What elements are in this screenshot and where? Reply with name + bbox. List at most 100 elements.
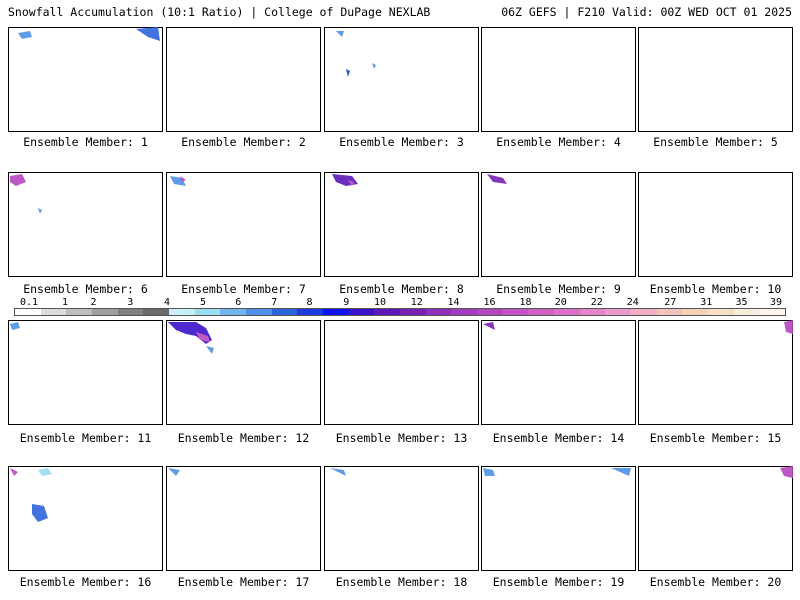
map-title: Snowfall Accumulation (10:1 Ratio) | Col… bbox=[8, 5, 431, 19]
us-basemap bbox=[481, 466, 636, 571]
legend-labels: 0.1 1 2 3 4 5 6 7 8 9 10 12 14 16 18 20 22 24 27 31 35 39 bbox=[14, 297, 786, 308]
legend-swatch bbox=[733, 309, 760, 315]
legend-tick-label: 22 bbox=[590, 297, 603, 308]
us-basemap bbox=[481, 172, 636, 277]
us-basemap bbox=[638, 320, 793, 425]
legend-swatch bbox=[579, 309, 606, 315]
legend-swatch bbox=[759, 309, 786, 315]
legend-swatch bbox=[656, 309, 683, 315]
legend-swatch bbox=[143, 309, 170, 315]
ensemble-member-map bbox=[8, 466, 163, 571]
legend-swatch bbox=[169, 309, 195, 315]
ensemble-member-map bbox=[481, 320, 636, 425]
legend-tick-label: 12 bbox=[410, 297, 423, 308]
legend-swatch bbox=[425, 309, 452, 315]
legend-swatch bbox=[117, 309, 144, 315]
legend-swatch bbox=[631, 309, 657, 315]
legend-tick-label: 3 bbox=[127, 297, 134, 308]
legend-tick-label: 4 bbox=[163, 297, 171, 308]
legend-swatch bbox=[477, 309, 503, 315]
us-basemap bbox=[8, 172, 163, 277]
ensemble-member-map bbox=[8, 320, 163, 425]
legend-swatch bbox=[348, 309, 375, 315]
ensemble-member-map bbox=[324, 172, 479, 277]
legend-tick-label: 8 bbox=[306, 297, 313, 308]
ensemble-member-map bbox=[166, 172, 321, 277]
legend-tick-label: 39 bbox=[769, 297, 783, 308]
ensemble-member-label: Ensemble Member: 9 bbox=[496, 282, 621, 296]
legend-tick-label: 27 bbox=[664, 297, 677, 308]
ensemble-member-label: Ensemble Member: 6 bbox=[23, 282, 148, 296]
ensemble-member-label: Ensemble Member: 14 bbox=[492, 431, 625, 445]
ensemble-member-label: Ensemble Member: 20 bbox=[649, 575, 782, 589]
ensemble-member-map bbox=[324, 466, 479, 571]
ensemble-member-label: Ensemble Member: 5 bbox=[653, 135, 778, 149]
legend-swatch bbox=[297, 309, 324, 315]
legend-swatch bbox=[528, 309, 555, 315]
ensemble-member-map bbox=[166, 320, 321, 425]
legend-tick-label: 31 bbox=[700, 297, 713, 308]
us-basemap bbox=[166, 172, 321, 277]
legend-tick-label: 35 bbox=[735, 297, 748, 308]
ensemble-member-map bbox=[481, 172, 636, 277]
legend-swatch bbox=[271, 309, 298, 315]
ensemble-member-label: Ensemble Member: 10 bbox=[649, 282, 782, 296]
us-basemap bbox=[324, 466, 479, 571]
ensemble-member-map bbox=[324, 320, 479, 425]
us-basemap bbox=[638, 466, 793, 571]
ensemble-member-label: Ensemble Member: 17 bbox=[177, 575, 310, 589]
us-basemap bbox=[481, 320, 636, 425]
us-basemap bbox=[481, 27, 636, 132]
legend-tick-label: 18 bbox=[519, 297, 532, 308]
legend-swatch bbox=[400, 309, 426, 315]
ensemble-member-map bbox=[638, 320, 793, 425]
ensemble-member-label: Ensemble Member: 7 bbox=[181, 282, 306, 296]
legend-swatch bbox=[15, 309, 41, 315]
ensemble-member-label: Ensemble Member: 11 bbox=[19, 431, 152, 445]
us-basemap bbox=[324, 172, 479, 277]
legend-swatch bbox=[246, 309, 272, 315]
legend-tick-label: 7 bbox=[271, 297, 278, 308]
legend-tick-label: 2 bbox=[90, 297, 97, 308]
legend-swatch bbox=[708, 309, 734, 315]
legend-swatch bbox=[502, 309, 529, 315]
legend-swatch bbox=[92, 309, 118, 315]
ensemble-member-label: Ensemble Member: 8 bbox=[339, 282, 464, 296]
ensemble-member-map bbox=[166, 27, 321, 132]
ensemble-member-label: Ensemble Member: 1 bbox=[23, 135, 148, 149]
us-basemap bbox=[638, 172, 793, 277]
ensemble-member-label: Ensemble Member: 18 bbox=[335, 575, 468, 589]
legend-tick-label: 14 bbox=[447, 297, 460, 308]
ensemble-member-label: Ensemble Member: 13 bbox=[335, 431, 468, 445]
us-basemap bbox=[8, 320, 163, 425]
us-basemap bbox=[166, 27, 321, 132]
legend-swatch bbox=[66, 309, 93, 315]
legend-swatch bbox=[682, 309, 709, 315]
ensemble-member-label: Ensemble Member: 3 bbox=[339, 135, 464, 149]
legend-tick-label: 10 bbox=[373, 297, 387, 308]
us-basemap bbox=[8, 27, 163, 132]
ensemble-member-map bbox=[481, 27, 636, 132]
legend-swatch bbox=[374, 309, 401, 315]
legend-swatch bbox=[323, 309, 349, 315]
ensemble-member-label: Ensemble Member: 12 bbox=[177, 431, 310, 445]
legend-swatch bbox=[554, 309, 580, 315]
legend-tick-label: 24 bbox=[626, 297, 639, 308]
ensemble-member-label: Ensemble Member: 16 bbox=[19, 575, 152, 589]
us-basemap bbox=[8, 466, 163, 571]
ensemble-member-map bbox=[638, 466, 793, 571]
snowfall-color-legend: 0.1 1 2 3 4 5 6 7 8 9 10 12 14 16 18 20 22 24 27 31 35 39 bbox=[14, 297, 786, 319]
ensemble-member-map bbox=[166, 466, 321, 571]
header: Snowfall Accumulation (10:1 Ratio) | Col… bbox=[0, 0, 800, 22]
ensemble-member-label: Ensemble Member: 2 bbox=[181, 135, 306, 149]
legend-swatch bbox=[451, 309, 478, 315]
ensemble-member-map bbox=[638, 172, 793, 277]
ensemble-member-map bbox=[324, 27, 479, 132]
legend-tick-label: 20 bbox=[554, 297, 567, 308]
us-basemap bbox=[324, 27, 479, 132]
ensemble-member-map bbox=[481, 466, 636, 571]
us-basemap bbox=[166, 466, 321, 571]
legend-tick-label: 1 bbox=[61, 297, 69, 308]
ensemble-member-map bbox=[8, 172, 163, 277]
legend-tick-label: 0.1 bbox=[19, 297, 39, 308]
